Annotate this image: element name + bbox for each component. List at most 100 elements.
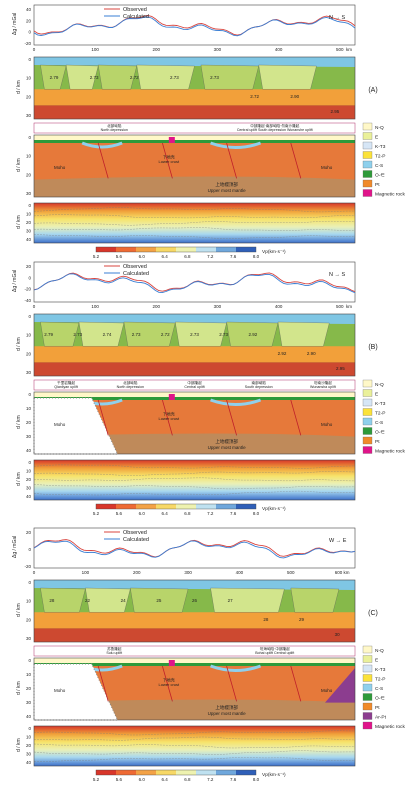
panel-b-colorbar-tick: 6.4	[161, 511, 168, 516]
panel-c-density-block	[210, 587, 285, 613]
panel-b-xsec-lower-crust	[34, 400, 355, 437]
panel-a-upper-mantle-en: Upper most mantle	[208, 188, 247, 193]
panel-a-xsec-depth-tick: 30	[26, 191, 32, 196]
panel-b-density-value: 2.73	[190, 332, 199, 337]
panel-a-strata-swatch	[362, 132, 373, 140]
panel-b-strata-label: C-S	[375, 420, 383, 426]
panel-b-xsec-depth-tick: 40	[26, 448, 32, 453]
panel-b-x-tick: 200	[153, 304, 161, 309]
panel-a-strata-label: N-Q	[375, 125, 384, 131]
panel-b-xsec-depth-label: d / km	[16, 415, 22, 429]
panel-a-density-block	[98, 64, 137, 90]
panel-c-strata-swatch	[362, 664, 373, 673]
panel-a-colorbar-frame	[95, 246, 257, 253]
panel-c-strata-swatch	[362, 655, 373, 663]
panel-c-xsec-nq	[34, 658, 355, 663]
panel-b-vp-depth-tick: 40	[26, 494, 32, 499]
panel-c-xsec-stipple	[33, 663, 119, 721]
panel-b-strata-label: Pt	[375, 439, 380, 445]
panel-c-xsec-magnetic	[168, 660, 175, 666]
panel-b-xsec-fault	[226, 399, 237, 436]
panel-b-strata-swatch	[362, 379, 373, 388]
panel-a-legend-observed: Observed	[123, 7, 147, 13]
panel-c-density-value: 24	[121, 598, 127, 603]
panel-c-density-frame	[33, 579, 356, 643]
panel-b-colorbar-cell	[216, 504, 236, 509]
panel-b-vp-depth-tick: 10	[26, 469, 32, 474]
panel-c-strata-label: K-T3	[375, 667, 386, 673]
panel-a-colorbar-tick: 6.4	[161, 254, 168, 259]
panel-c-depth-tick: 30	[26, 636, 32, 641]
panel-b-dg-axis-label: Δg / mGal	[12, 270, 18, 292]
panel-c-colorbar-cell	[96, 770, 116, 775]
panel-c-colorbar-cell	[156, 770, 176, 775]
panel-b-density-value: 2.73	[132, 332, 141, 337]
panel-b-density-block	[123, 321, 176, 347]
panel-b-depth-tick: 10	[26, 333, 32, 338]
panel-b-depth-tick: 20	[26, 351, 32, 356]
panel-a-x-tick: 0	[33, 47, 36, 52]
panel-a-colorbar-cell	[96, 247, 116, 252]
panel-a-density-value: 2.73	[90, 75, 99, 80]
panel-c-xsec-depth-label: d / km	[16, 681, 22, 695]
panel-b-x-tick: 500	[336, 304, 344, 309]
panel-a-depth-tick: 30	[26, 113, 32, 118]
panel-b-density-value: 2.92	[278, 351, 287, 356]
panel-a-strata-swatch	[362, 151, 373, 159]
panel-b-colorbar-tick: 5.2	[93, 511, 100, 516]
panel-b-depth-tick: 0	[28, 314, 31, 319]
panel-c-colorbar-tick: 6.4	[161, 777, 168, 782]
panel-b-dg-tick: 20	[26, 264, 32, 269]
panel-c-xsec-fault	[226, 665, 237, 702]
panel-b-xsec-fault	[162, 399, 173, 436]
panel-c-density-block	[40, 587, 86, 613]
panel-a-vp-depth-tick: 10	[26, 212, 32, 217]
panel-c-depth-tick: 0	[28, 580, 31, 585]
panel-b-density-block	[175, 321, 227, 347]
panel-c-colorbar-frame	[95, 769, 257, 776]
panel-b-density-value: 2.72	[161, 332, 170, 337]
panel-a-strata-swatch	[362, 122, 373, 131]
panel-b-dg-tick: -40	[24, 298, 31, 303]
panel-c-strata-label: T2-P	[375, 677, 385, 683]
panel-b-xsec-magnetic	[168, 394, 175, 400]
panel-b-colorbar-frame	[95, 503, 257, 510]
panel-c-density-value: 26	[192, 598, 198, 603]
panel-c-calculated-curve	[33, 540, 356, 559]
panel-c-xsec-depth-tick: 30	[26, 700, 32, 705]
panel-a-density-layer4	[34, 105, 355, 119]
panel-b-moho-label: Moho	[54, 422, 66, 427]
panel-b-region-label: 北部坳陷 North depression	[117, 380, 144, 389]
panel-a-region-label: 中部隆起·南部坳陷·勿南沙隆起 Central uplift South depr…	[237, 123, 313, 132]
panel-c-density-top	[34, 580, 355, 590]
panel-c-strata-label: Magnetic rock	[375, 724, 405, 730]
panel-a-strata-swatch	[362, 160, 373, 169]
panel-a-strata-label: Magnetic rock	[375, 192, 405, 198]
panel-b-upper-mantle-cn: 上地幔顶部	[215, 438, 238, 445]
panel-b-xsec-nq	[34, 392, 355, 397]
panel-c-colorbar-cell	[236, 770, 256, 775]
panel-c-x-tick: 100	[82, 570, 90, 575]
panel-c-region-bar	[33, 645, 356, 657]
panel-b-x-tick: 300	[214, 304, 222, 309]
panel-c-strata-swatch	[362, 712, 373, 720]
panel-a-depth-tick: 20	[26, 94, 32, 99]
panel-c-depth-tick: 10	[26, 599, 32, 604]
panel-c-xsec-arpt	[325, 668, 355, 703]
panel-a-xsec-depth-tick: 0	[28, 135, 31, 140]
panel-b-region-label: 南部坳陷 South depression	[245, 380, 273, 389]
panel-a-vp-depth-tick: 30	[26, 229, 32, 234]
panel-a-strata-label: E	[375, 135, 378, 141]
panel-a-colorbar-cell	[136, 247, 156, 252]
panel-c-x-tick: 300	[184, 570, 192, 575]
panel-b-strata-label: O-∈	[375, 430, 385, 436]
panel-b-vp-contour	[33, 471, 356, 476]
panel-c-colorbar-tick: 8.0	[253, 777, 260, 782]
panel-b-colorbar-cell	[96, 504, 116, 509]
panel-c-colorbar-tick: 7.6	[230, 777, 237, 782]
panel-b-colorbar-label: Vp(km·s⁻¹)	[262, 506, 286, 512]
panel-c-vp-contour	[33, 730, 356, 736]
panel-c-vp-depth-tick: 20	[26, 743, 32, 748]
panel-a-density-value: 2.73	[210, 75, 219, 80]
panel-c-dg-tick: 0	[28, 547, 31, 552]
